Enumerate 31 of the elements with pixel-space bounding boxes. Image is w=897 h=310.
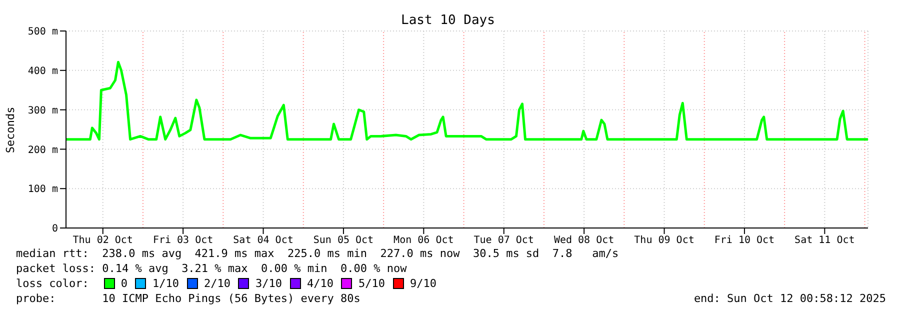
x-tick-label: Thu 09 Oct [634, 235, 694, 246]
x-tick-label: Mon 06 Oct [394, 235, 454, 246]
y-tick-label: 0 [52, 224, 58, 235]
chart-title: Last 10 Days [401, 13, 495, 28]
text: end: Sun Oct 12 00:58:12 2025 [694, 291, 886, 306]
y-tick-label: 500 m [28, 26, 58, 38]
text: 1/10 [152, 276, 179, 291]
text: 3/10 [255, 276, 282, 291]
x-tick-label: Sat 04 Oct [233, 235, 294, 246]
y-tick-label: 300 m [28, 105, 58, 116]
x-tick-label: Tue 07 Oct [474, 235, 534, 246]
text: packet loss: 0.14 % avg 3.21 % max 0.00 % min 0.00 % now [16, 261, 408, 276]
x-tick-label: Thu 02 Oct [72, 235, 133, 246]
line-series [66, 60, 868, 141]
y-tick-label: 200 m [28, 144, 58, 156]
text: 4/10 [306, 276, 334, 291]
y-axis-title: Seconds [4, 106, 17, 154]
x-tick-label: Wed 08 Oct [554, 235, 614, 246]
text: 5/10 [358, 276, 385, 291]
text: 0 [120, 276, 128, 291]
text: probe: 10 ICMP Echo Pings (56 Bytes) every 80s [16, 291, 360, 306]
x-tick-label: Fri 10 Oct [714, 235, 775, 246]
x-tick-label: Sun 05 Oct [313, 235, 374, 246]
x-tick-label: Fri 03 Oct [152, 235, 214, 246]
text: median rtt: 238.0 ms avg 421.9 ms max 225.0 ms min 227.0 ms now 30.5 ms sd 7.8 am/s [16, 246, 620, 261]
text: loss color: [16, 276, 89, 291]
text: 2/10 [204, 276, 230, 291]
y-tick-label: 100 m [28, 184, 58, 196]
x-tick-label: Sat 11 Oct [794, 235, 855, 246]
text: 9/10 [410, 276, 436, 291]
y-tick-label: 400 m [28, 66, 58, 77]
